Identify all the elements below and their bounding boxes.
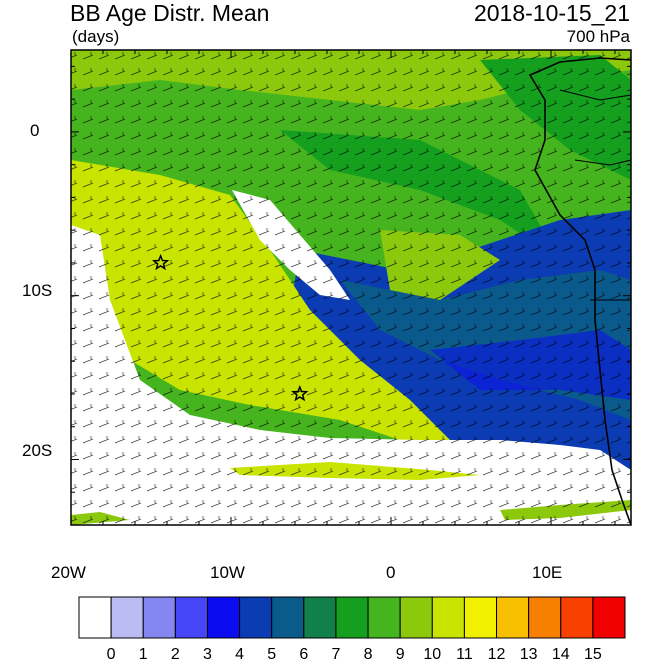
colorbar-swatch [174, 596, 208, 639]
colorbar-swatch [367, 596, 401, 639]
colorbar-label: 1 [138, 646, 148, 663]
colorbar-swatch [496, 596, 530, 639]
map-title: BB Age Distr. Mean [70, 0, 270, 26]
colorbar-label: 4 [235, 646, 245, 663]
colorbar-label: 6 [299, 646, 309, 663]
colorbar-swatch [528, 596, 562, 639]
star-marker-2 [291, 384, 309, 402]
markers-layer [151, 253, 309, 402]
colorbar-label: 7 [331, 646, 341, 663]
map-frame [70, 49, 632, 526]
colorbar-label: 5 [267, 646, 277, 663]
colorbar-swatch [239, 596, 273, 639]
lon-label-20w: 20W [51, 563, 86, 582]
colorbar-swatch [206, 596, 241, 639]
colorbar-swatch [335, 596, 369, 639]
colorbar-label: 15 [583, 646, 602, 663]
lon-label-0: 0 [386, 563, 396, 582]
lon-label-10w: 10W [210, 563, 245, 582]
colorbar-swatch [399, 596, 433, 639]
datetime-label: 2018-10-15_21 [473, 0, 630, 26]
colorbar-swatch [271, 596, 305, 639]
colorbar-swatch [142, 596, 176, 639]
colorbar-label: 9 [395, 646, 405, 663]
map-fill [71, 50, 631, 525]
colorbar-swatch [110, 596, 144, 639]
colorbar-label: 8 [363, 646, 373, 663]
star-marker-1 [151, 253, 170, 271]
colorbar-label: 0 [106, 646, 116, 663]
colorbar-label: 3 [203, 646, 212, 663]
colorbar-label: 11 [456, 646, 473, 663]
colorbar-label: 12 [487, 646, 506, 663]
units-label: (days) [72, 27, 120, 46]
colorbar-label: 2 [170, 646, 180, 663]
colorbar-swatch [560, 596, 594, 639]
colorbar-swatch [303, 596, 337, 639]
colorbar-swatch [463, 596, 498, 639]
lon-label-10e: 10E [532, 563, 563, 582]
colorbar-swatch [78, 596, 112, 639]
colorbar-label: 13 [519, 646, 538, 663]
lat-label-10s: 10S [22, 281, 53, 300]
axis-ticks [70, 50, 631, 526]
colorbar-swatch [592, 596, 626, 639]
lat-label-0: 0 [30, 121, 40, 140]
colorbar-label: 14 [551, 646, 570, 663]
colorbar-label: 10 [423, 646, 442, 663]
pressure-level-label: 700 hPa [566, 27, 630, 46]
lat-label-20s: 20S [22, 441, 53, 460]
colorbar-swatch [431, 596, 465, 639]
